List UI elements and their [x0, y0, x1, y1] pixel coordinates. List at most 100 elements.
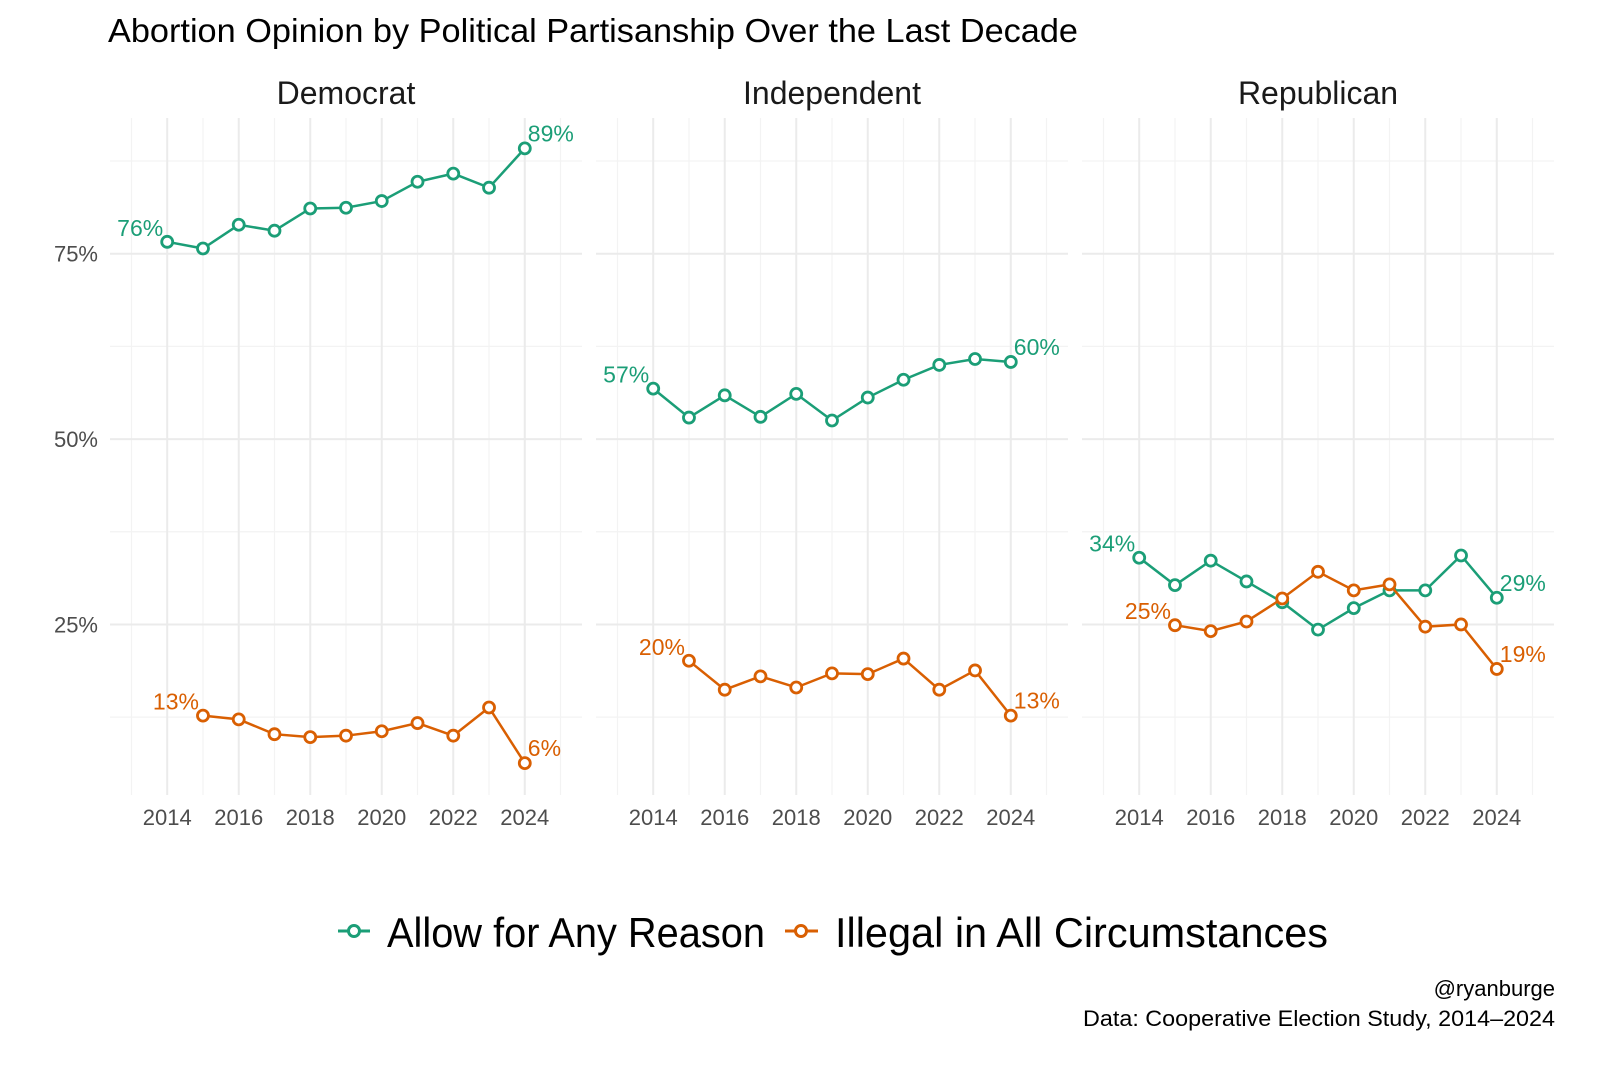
x-tick-label: 2018 — [1258, 805, 1307, 830]
data-point — [932, 358, 947, 372]
data-point — [1418, 619, 1433, 634]
series-line — [688, 657, 1012, 717]
x-tick-label: 2018 — [772, 805, 821, 830]
panels: 25% 50% 75% 2014 2016 2018 2020 2022 2024 Democra… — [54, 75, 1554, 830]
data-point — [1489, 590, 1504, 605]
data-point — [1382, 577, 1397, 592]
data-point — [1275, 591, 1290, 606]
data-label-first: 34% — [1089, 531, 1135, 557]
series-allow: 76% 89% — [117, 120, 574, 256]
data-point — [896, 651, 911, 666]
legend-label-illegal: Illegal in All Circumstances — [835, 909, 1328, 956]
data-point — [1203, 553, 1218, 568]
data-point — [1003, 355, 1018, 369]
panel-title: Republican — [1238, 75, 1398, 111]
x-tick-label: 2024 — [500, 805, 549, 830]
x-tick-label: 2022 — [1401, 805, 1450, 830]
data-point — [682, 410, 696, 425]
data-point — [717, 388, 732, 403]
data-point — [196, 708, 210, 723]
data-point — [753, 409, 768, 424]
x-tick-label: 2024 — [1472, 805, 1521, 830]
panel-title: Independent — [743, 75, 921, 111]
data-point — [1239, 574, 1254, 589]
data-point — [303, 730, 318, 745]
x-tick-label: 2016 — [1186, 805, 1235, 830]
data-point — [1168, 578, 1182, 593]
x-tick-label: 2022 — [915, 805, 964, 830]
data-label-last: 89% — [528, 120, 574, 146]
data-point — [267, 223, 282, 238]
data-point — [682, 653, 696, 668]
data-point — [968, 352, 982, 366]
data-point — [1454, 617, 1468, 632]
panel-republican: 2014 2016 2018 2020 2022 2024 Republican 34% 29%… — [1082, 75, 1554, 830]
series-line — [202, 705, 526, 764]
panel-title: Democrat — [277, 75, 416, 111]
data-point — [1003, 708, 1018, 723]
data-point — [825, 666, 839, 681]
data-point — [825, 413, 839, 428]
data-point — [1311, 564, 1325, 579]
series-line — [1174, 570, 1498, 670]
data-point — [1168, 618, 1182, 633]
data-point — [860, 667, 875, 682]
data-point — [646, 381, 661, 396]
data-point — [196, 241, 210, 256]
data-point — [482, 700, 496, 715]
data-label-first: 13% — [153, 689, 199, 715]
x-tick-label: 2016 — [214, 805, 263, 830]
data-point — [1346, 583, 1361, 598]
data-point — [410, 716, 425, 730]
data-point — [1489, 662, 1504, 676]
data-point — [339, 200, 353, 215]
data-point — [932, 682, 947, 697]
data-point — [517, 756, 532, 771]
x-tick-label: 2020 — [1329, 805, 1378, 830]
x-tick-label: 2018 — [286, 805, 335, 830]
data-point — [446, 728, 461, 743]
panel-democrat: 2014 2016 2018 2020 2022 2024 Democrat 76% 89% 13… — [110, 75, 582, 830]
y-tick-label: 75% — [54, 242, 98, 267]
legend-key-illegal — [785, 924, 818, 938]
y-tick-label: 50% — [54, 427, 98, 452]
chart-title: Abortion Opinion by Political Partisansh… — [108, 12, 1078, 49]
data-label-first: 25% — [1125, 598, 1171, 624]
x-tick-label: 2014 — [629, 805, 678, 830]
data-point — [446, 166, 461, 181]
data-point — [717, 682, 732, 697]
data-label-first: 57% — [603, 362, 649, 388]
x-tick-label: 2020 — [357, 805, 406, 830]
series-illegal: 25% 19% — [1125, 564, 1546, 676]
data-point — [482, 180, 496, 195]
data-point — [789, 386, 804, 401]
data-point — [374, 194, 389, 208]
legend-key-allow — [338, 924, 370, 938]
data-point — [517, 141, 532, 156]
data-point — [1203, 624, 1218, 639]
x-tick-label: 2016 — [700, 805, 749, 830]
data-point — [1311, 622, 1325, 637]
data-point — [1346, 601, 1361, 616]
data-point — [789, 680, 804, 695]
data-point — [339, 728, 353, 743]
data-label-first: 76% — [117, 215, 163, 241]
x-tick-label: 2014 — [143, 805, 192, 830]
caption-author: @ryanburge — [1434, 976, 1555, 1001]
data-label-last: 13% — [1014, 688, 1060, 714]
series-allow: 57% 60% — [603, 334, 1060, 428]
data-label-last: 19% — [1500, 641, 1546, 667]
data-point — [1418, 583, 1433, 598]
legend-label-allow: Allow for Any Reason — [387, 909, 765, 956]
x-tick-label: 2024 — [986, 805, 1035, 830]
data-point — [267, 727, 282, 742]
data-label-last: 60% — [1014, 334, 1060, 360]
x-tick-label: 2014 — [1115, 805, 1164, 830]
data-point — [303, 201, 318, 216]
data-label-last: 29% — [1500, 570, 1546, 596]
data-point — [231, 712, 246, 727]
x-tick-label: 2022 — [429, 805, 478, 830]
data-point — [160, 234, 175, 249]
data-point — [860, 390, 875, 405]
